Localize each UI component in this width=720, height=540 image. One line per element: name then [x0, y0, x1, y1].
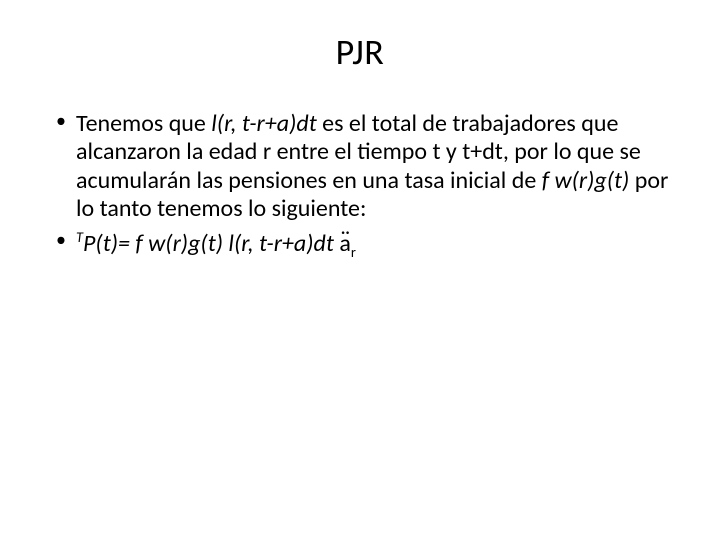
- bullet-2-subscript: r: [351, 243, 356, 261]
- bullet-1-expr2: f w(r)g(t): [542, 166, 630, 195]
- bullet-1-text-pre: Tenemos que: [76, 109, 211, 138]
- bullet-1-expr1: l(r, t-r+a)dt: [211, 109, 316, 138]
- bullet-2-annuity: a: [339, 230, 351, 258]
- bullet-list: Tenemos que l(r, t-r+a)dt es el total de…: [50, 110, 670, 261]
- bullet-2-superscript: T: [76, 228, 83, 246]
- bullet-1: Tenemos que l(r, t-r+a)dt es el total de…: [50, 110, 670, 223]
- bullet-2-expr: P(t)= f w(r)g(t) l(r, t-r+a)dt: [83, 229, 334, 258]
- bullet-2: TP(t)= f w(r)g(t) l(r, t-r+a)dt ar: [50, 229, 670, 261]
- slide-title: PJR: [50, 30, 670, 74]
- slide-container: PJR Tenemos que l(r, t-r+a)dt es el tota…: [0, 0, 720, 540]
